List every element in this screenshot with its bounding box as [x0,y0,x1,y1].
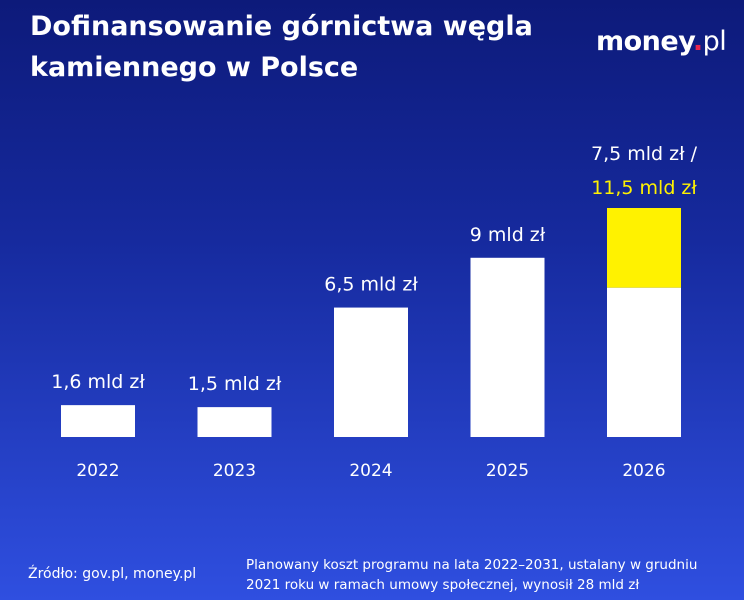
logo-main: money [596,26,693,57]
x-tick-2026: 2026 [622,461,665,481]
bar-2022 [61,405,135,437]
title-line-2: kamiennego w Polsce [30,52,359,83]
logo-suffix: pl [702,26,727,57]
value-label-2022: 1,6 mld zł [51,371,145,393]
bar-2023 [197,407,272,437]
x-tick-2025: 2025 [486,461,529,481]
value-label-extra-2026: 11,5 mld zł [591,177,697,199]
logo-dot: . [692,26,703,57]
value-label-2024: 6,5 mld zł [324,274,418,296]
title-line-1: Dofinansowanie górnictwa węgla [30,11,533,42]
bar-extra-2026 [607,208,681,288]
bar-2024 [334,307,408,437]
bar-2026 [607,287,681,437]
source-note: Źródło: gov.pl, money.pl [28,566,197,582]
money-pl-logo: money.pl [596,26,727,57]
x-tick-2024: 2024 [349,461,392,481]
chart-title: Dofinansowanie górnictwa węgla kamienneg… [30,6,550,88]
x-tick-2023: 2023 [213,461,256,481]
program-cost-note: Planowany koszt programu na lata 2022–20… [246,555,736,595]
value-label-2025: 9 mld zł [470,224,546,246]
note-line-1: Planowany koszt programu na lata 2022–20… [246,557,698,573]
value-label-2026: 7,5 mld zł / [591,143,698,165]
bar-2025 [470,257,545,437]
x-tick-2022: 2022 [76,461,119,481]
note-line-2: 2021 roku w ramach umowy społecznej, wyn… [246,577,640,593]
value-label-2023: 1,5 mld zł [188,373,282,395]
